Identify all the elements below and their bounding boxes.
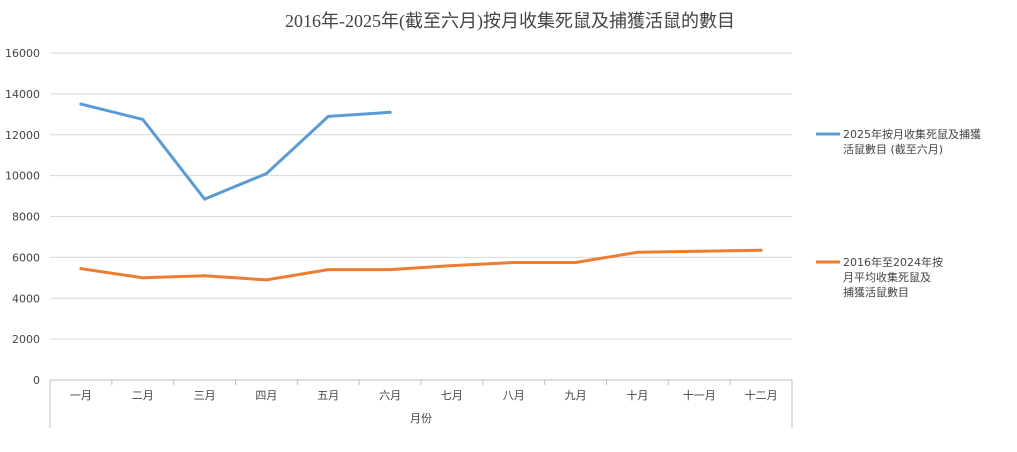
legend-label-2: 2016年至2024年按月平均收集死鼠及捕獲活鼠數目 — [843, 255, 943, 299]
data-point — [264, 278, 268, 282]
axes — [49, 379, 793, 428]
series-line-2 — [79, 248, 763, 282]
gridlines — [50, 52, 792, 340]
data-point — [450, 264, 454, 268]
x-tick-label: 五月 — [317, 389, 339, 402]
data-point — [141, 117, 145, 121]
data-point — [388, 110, 392, 114]
x-tick-label: 八月 — [503, 389, 525, 402]
data-point — [574, 260, 578, 264]
data-point — [326, 114, 330, 118]
y-tick-label: 10000 — [5, 170, 40, 183]
data-point — [759, 248, 763, 252]
x-tick-label: 二月 — [132, 389, 154, 402]
data-point — [79, 102, 83, 106]
x-tick-label: 六月 — [379, 389, 401, 402]
x-tick-label: 九月 — [565, 389, 587, 402]
y-tick-label: 12000 — [5, 129, 40, 142]
data-point — [635, 250, 639, 254]
legend: 2025年按月收集死鼠及捕獲活鼠數目 (截至六月) 2016年至2024年按月平均… — [816, 127, 981, 299]
data-point — [79, 267, 83, 271]
legend-label-1: 2025年按月收集死鼠及捕獲活鼠數目 (截至六月) — [843, 127, 981, 156]
data-point — [264, 172, 268, 176]
data-point — [326, 268, 330, 272]
x-axis-ticks: 一月 二月 三月 四月 五月 六月 七月 八月 九月 十月 十一月 十二月 — [70, 388, 778, 402]
x-tick-label: 十二月 — [745, 388, 778, 402]
y-tick-label: 0 — [33, 374, 40, 387]
x-tick-label: 三月 — [194, 389, 216, 402]
y-tick-label: 14000 — [5, 88, 40, 101]
y-axis-ticks: 0 2000 4000 6000 8000 10000 12000 14000 16000 — [5, 47, 40, 387]
x-tick-label: 一月 — [70, 389, 92, 402]
series-line-1 — [79, 102, 392, 201]
x-tick-label: 十月 — [626, 388, 648, 402]
y-tick-label: 2000 — [12, 333, 40, 346]
data-point — [203, 197, 207, 201]
x-tick-label: 七月 — [441, 389, 463, 402]
y-tick-label: 4000 — [12, 292, 40, 305]
series-lines — [79, 102, 763, 282]
data-point — [203, 274, 207, 278]
chart-title: 2016年-2025年(截至六月)按月收集死鼠及捕獲活鼠的數目 — [285, 11, 735, 32]
y-tick-label: 16000 — [5, 47, 40, 60]
y-tick-label: 8000 — [12, 211, 40, 224]
x-tick-label: 四月 — [255, 389, 277, 402]
data-point — [388, 268, 392, 272]
data-point — [512, 260, 516, 264]
x-axis-label: 月份 — [410, 412, 432, 425]
data-point — [141, 276, 145, 280]
data-point — [697, 249, 701, 253]
y-tick-label: 6000 — [12, 251, 40, 264]
x-tick-label: 十一月 — [683, 388, 716, 402]
